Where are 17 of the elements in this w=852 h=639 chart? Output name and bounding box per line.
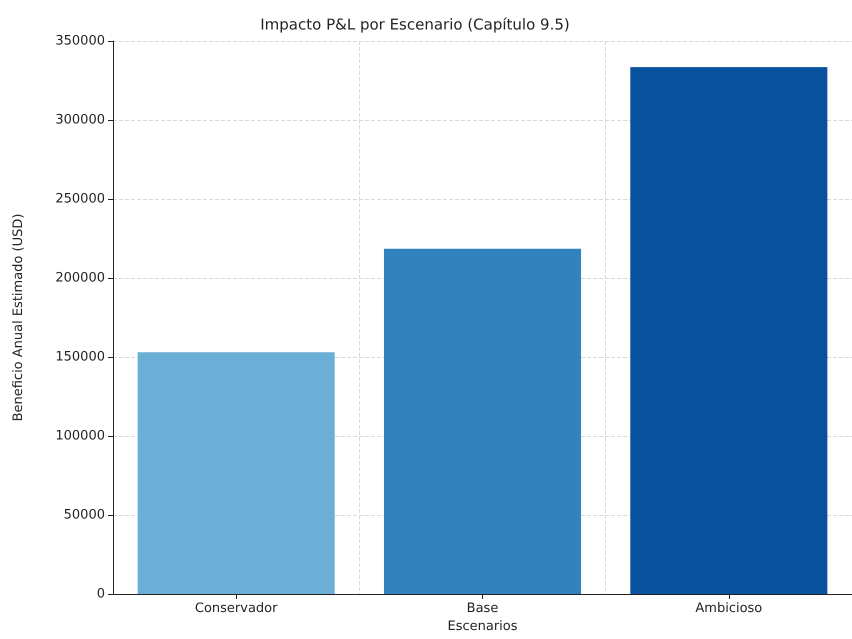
y-tick-label: 0 [96,586,105,602]
chart-title: Impacto P&L por Escenario (Capítulo 9.5) [260,16,570,34]
y-tick-label: 250000 [55,192,105,206]
bar [630,67,828,594]
y-tick-label: 150000 [55,350,105,364]
y-tick-label: 50000 [64,508,105,522]
y-tick-label: 200000 [55,270,105,286]
bar [138,352,335,594]
x-tick-label: Base [466,601,498,616]
x-axis-title: Escenarios [447,618,518,634]
y-axis-title: Beneficio Anual Estimado (USD) [11,214,26,422]
y-tick-label: 300000 [55,112,105,128]
y-tick-label: 350000 [55,34,105,48]
x-tick-label: Conservador [194,601,278,616]
y-tick-label: 100000 [55,428,105,444]
x-tick-label: Ambicioso [695,601,762,616]
bar [384,248,582,594]
